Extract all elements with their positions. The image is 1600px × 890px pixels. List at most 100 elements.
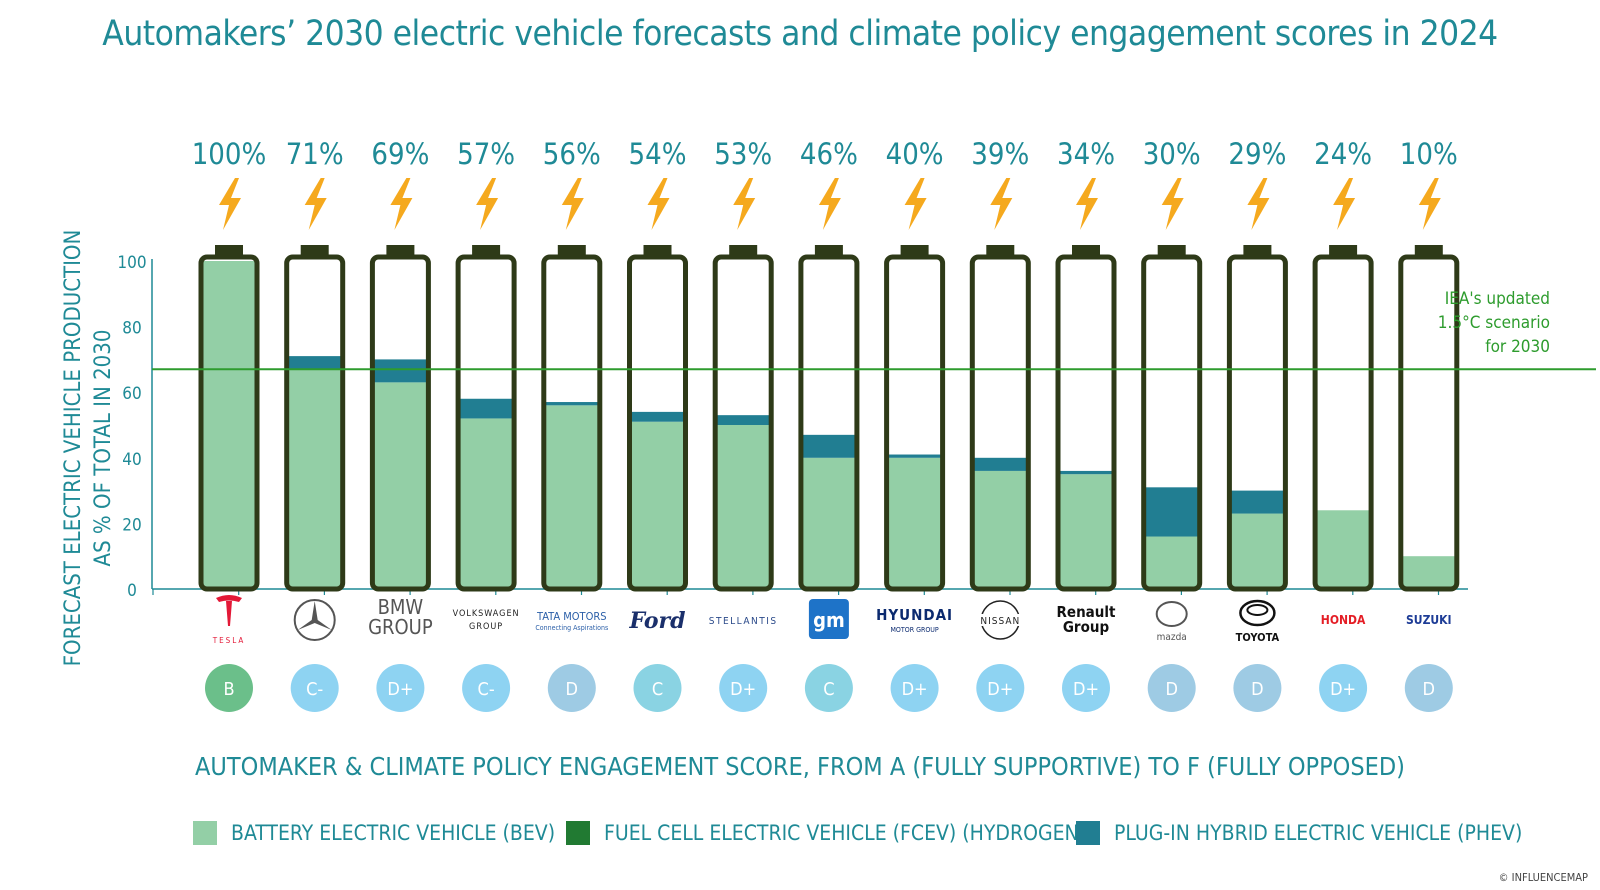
logo-text: gm [813, 608, 845, 632]
logo-text: Connecting Aspirations [535, 624, 608, 632]
score-label: D [566, 679, 578, 700]
total-label: 40% [886, 137, 944, 171]
lightning-bolt-icon [390, 178, 413, 230]
score-label: B [223, 679, 234, 700]
legend-swatch-fcev [566, 821, 590, 845]
total-label: 34% [1057, 137, 1115, 171]
score-badge [890, 664, 939, 712]
total-label: 46% [800, 137, 858, 171]
battery-outline [369, 254, 431, 592]
suzuki-logo-icon: SUZUKI [1406, 613, 1452, 627]
mercedes-ring [293, 599, 336, 641]
bar-phev [1145, 487, 1198, 537]
legend-item-fcev: FUEL CELL ELECTRIC VEHICLE (FCEV) (HYDRO… [566, 821, 1086, 845]
lightning-bolt-icon [1161, 178, 1184, 230]
honda-logo-icon: HONDA [1321, 613, 1366, 627]
battery-outline [884, 254, 946, 592]
total-label: 71% [286, 137, 344, 171]
legend-label-fcev: FUEL CELL ELECTRIC VEHICLE (FCEV) (HYDRO… [604, 821, 1087, 845]
reference-line-label: 1.5°C scenario [1438, 313, 1550, 333]
bar-phev [1231, 490, 1284, 514]
chart-title: Automakers’ 2030 electric vehicle foreca… [102, 14, 1498, 54]
bar-bev [802, 457, 855, 589]
battery-outline [1312, 254, 1374, 592]
battery-outline [798, 254, 860, 592]
bar-bev [545, 405, 598, 589]
total-label: 100% [192, 137, 267, 171]
logo-text: Ford [628, 608, 685, 634]
y-tick-label: 40 [122, 450, 141, 470]
total-label: 54% [629, 137, 687, 171]
battery-cap [1414, 245, 1443, 255]
logo-text: STELLANTIS [709, 616, 778, 627]
bar-bev [717, 425, 770, 589]
battery-cap [1243, 245, 1272, 255]
bar-phev [717, 415, 770, 425]
lightning-bolt-icon [818, 178, 841, 230]
battery-cap [643, 245, 672, 255]
total-label: 57% [457, 137, 515, 171]
battery-cap [986, 245, 1015, 255]
toyota-logo-icon: TOYOTA [1236, 599, 1279, 644]
mercedes-star [297, 601, 332, 630]
battery-outline [1055, 254, 1117, 592]
battery-outline [712, 254, 774, 592]
y-tick-label: 100 [117, 253, 146, 273]
tesla-logo-shape [216, 595, 242, 626]
battery-cap [1329, 245, 1358, 255]
score-label: C [823, 679, 834, 700]
bar-phev [460, 398, 513, 419]
bar-bev [203, 261, 255, 589]
score-label: D+ [1330, 679, 1356, 700]
bar-bev [1231, 513, 1284, 589]
score-label: C [652, 679, 663, 700]
score-badge [804, 664, 853, 712]
score-badge [1319, 664, 1368, 712]
lightning-bolt-icon [1418, 178, 1441, 230]
score-label: D+ [902, 679, 928, 700]
battery-outline [627, 254, 688, 592]
logo-text: GROUP [368, 615, 433, 639]
total-label: 30% [1143, 137, 1201, 171]
bar-bev [1145, 536, 1198, 589]
x-axis-label: AUTOMAKER & CLIMATE POLICY ENGAGEMENT SC… [195, 752, 1405, 781]
score-badge [1147, 664, 1196, 712]
legend-item-phev: PLUG-IN HYBRID ELECTRIC VEHICLE (PHEV) [1076, 821, 1522, 845]
logo-text: Group [1063, 618, 1110, 636]
score-badge [1233, 664, 1282, 712]
battery-cap [557, 245, 586, 255]
y-tick-label: 80 [122, 319, 141, 339]
legend: BATTERY ELECTRIC VEHICLE (BEV) FUEL CELL… [0, 821, 1600, 855]
battery-cap [472, 245, 501, 255]
lightning-bolt-icon [904, 178, 927, 230]
score-label: D [1423, 679, 1435, 700]
bar-phev [374, 359, 427, 383]
bar-bev [374, 382, 427, 589]
total-label: 53% [714, 137, 772, 171]
logo-text: HYUNDAI [876, 606, 953, 624]
legend-label-phev: PLUG-IN HYBRID ELECTRIC VEHICLE (PHEV) [1114, 821, 1523, 845]
score-label: C- [478, 679, 495, 700]
lightning-bolt-icon [219, 178, 241, 230]
y-tick-label: 60 [122, 384, 141, 404]
bar-phev [545, 402, 598, 406]
score-badge [633, 664, 682, 712]
score-label: C- [306, 679, 323, 700]
battery-outline [1141, 254, 1203, 592]
score-label: D+ [387, 679, 413, 700]
reference-line-label: IEA's updated [1445, 289, 1550, 309]
credit-text: © INFLUENCEMAP [1498, 871, 1588, 884]
legend-swatch-bev [193, 821, 217, 845]
logo-text: MOTOR GROUP [891, 626, 939, 634]
score-badge [1404, 664, 1453, 712]
score-label: D+ [730, 679, 756, 700]
volkswagen-group-logo-icon: VOLKSWAGEN GROUP [453, 609, 519, 632]
logo-text: Renault [1057, 603, 1116, 621]
lightning-bolt-icon [561, 178, 584, 230]
score-badge [290, 664, 339, 712]
logo-text: NISSAN [980, 616, 1020, 627]
bar-phev [888, 454, 941, 458]
